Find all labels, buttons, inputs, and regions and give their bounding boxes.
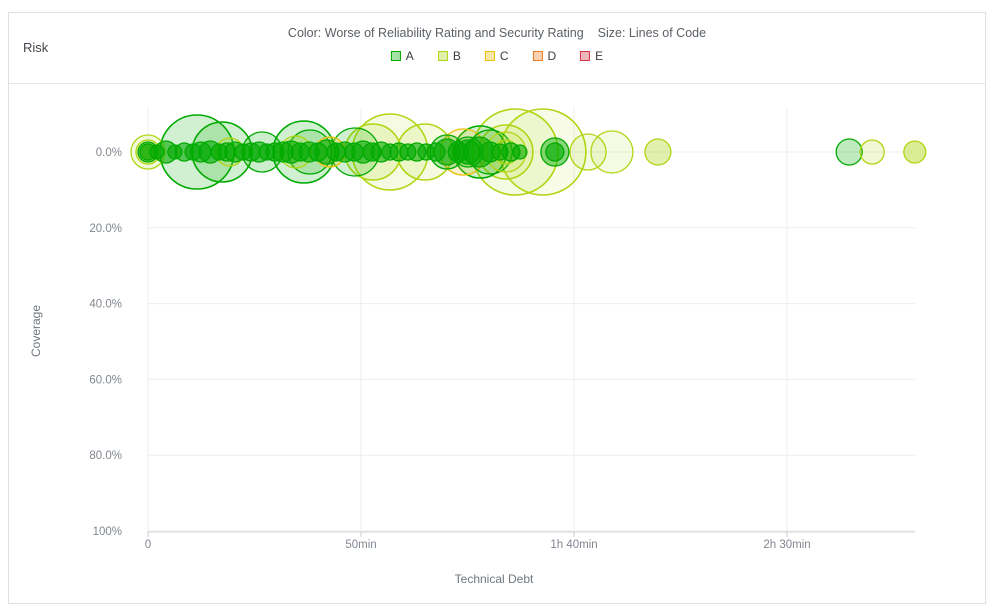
x-axis-title: Technical Debt xyxy=(455,572,534,586)
chart-title: Color: Worse of Reliability Rating and S… xyxy=(288,26,706,40)
project-bubble-A[interactable] xyxy=(491,143,509,161)
legend-swatch-E xyxy=(580,51,591,61)
project-bubble-A[interactable] xyxy=(210,143,228,161)
y-tick-label: 40.0% xyxy=(89,299,122,311)
project-bubble-A[interactable] xyxy=(234,143,252,161)
y-tick-label: 0.0% xyxy=(96,147,122,159)
project-bubble-A[interactable] xyxy=(381,143,399,161)
legend-item-A: A xyxy=(390,49,414,63)
legend-item-C: C xyxy=(484,49,509,63)
legend-swatch-C xyxy=(484,51,495,61)
legend-swatch-A xyxy=(390,51,401,61)
y-tick-label: 80.0% xyxy=(89,450,122,462)
gridlines xyxy=(147,108,915,537)
project-bubble-A[interactable] xyxy=(362,142,382,162)
legend-label-B: B xyxy=(452,49,461,63)
project-bubble-A[interactable] xyxy=(308,142,328,162)
project-bubble-A[interactable] xyxy=(512,144,528,160)
x-tick-label: 2h 30min xyxy=(763,539,810,551)
project-bubble-A[interactable] xyxy=(149,144,165,160)
y-axis-title: Coverage xyxy=(29,305,43,357)
project-bubble-A[interactable] xyxy=(447,141,469,163)
widget-header: Risk Color: Worse of Reliability Rating … xyxy=(9,13,985,84)
rating-legend: A B C D E xyxy=(288,49,706,63)
project-bubble-A[interactable] xyxy=(835,138,863,166)
project-bubble-A[interactable] xyxy=(417,143,435,161)
widget-title: Risk xyxy=(23,40,49,55)
risk-widget: Risk Color: Worse of Reliability Rating … xyxy=(8,12,986,604)
project-bubble-B[interactable] xyxy=(590,130,634,174)
y-tick-label: 20.0% xyxy=(89,223,122,235)
legend-item-D: D xyxy=(532,49,557,63)
project-bubble-B[interactable] xyxy=(569,133,607,171)
legend-label-E: E xyxy=(595,49,604,63)
risk-bubble-chart: 0.0% 20.0% 40.0% 60.0% 80.0% 100% 0 50min 1h 40m… xyxy=(29,108,927,586)
project-bubble-A[interactable] xyxy=(258,143,276,161)
color-legend-title: Color: Worse of Reliability Rating and S… xyxy=(287,26,584,40)
legend-swatch-D xyxy=(532,51,543,61)
bubbles xyxy=(130,108,927,196)
legend-item-B: B xyxy=(437,49,461,63)
project-bubble-A[interactable] xyxy=(184,143,202,161)
legend-label-D: D xyxy=(547,49,557,63)
y-tick-label: 100% xyxy=(93,526,122,538)
project-bubble-A[interactable] xyxy=(167,144,183,160)
y-tick-label: 60.0% xyxy=(89,374,122,386)
legend-label-C: C xyxy=(499,49,509,63)
project-bubble-A[interactable] xyxy=(399,143,417,161)
legend-swatch-B xyxy=(437,51,448,61)
x-tick-label: 50min xyxy=(345,539,376,551)
x-tick-label: 0 xyxy=(145,539,151,551)
size-legend-title: Size: Lines of Code xyxy=(597,26,707,40)
project-bubble-A[interactable] xyxy=(326,142,346,162)
project-bubble-B[interactable] xyxy=(859,139,885,165)
project-bubble-A[interactable] xyxy=(290,142,310,162)
project-bubble-A[interactable] xyxy=(545,142,565,162)
project-bubble-B[interactable] xyxy=(644,138,672,166)
legend-label-A: A xyxy=(405,49,414,63)
project-bubble-B[interactable] xyxy=(903,140,927,164)
axis-labels: 0.0% 20.0% 40.0% 60.0% 80.0% 100% 0 50min 1h 40m… xyxy=(29,147,811,586)
x-tick-label: 1h 40min xyxy=(550,539,597,551)
chart-title-block: Color: Worse of Reliability Rating and S… xyxy=(288,26,706,63)
chart-area: 0.0% 20.0% 40.0% 60.0% 80.0% 100% 0 50min 1h 40m… xyxy=(9,84,985,603)
project-bubble-A[interactable] xyxy=(344,142,364,162)
legend-item-E: E xyxy=(580,49,603,63)
